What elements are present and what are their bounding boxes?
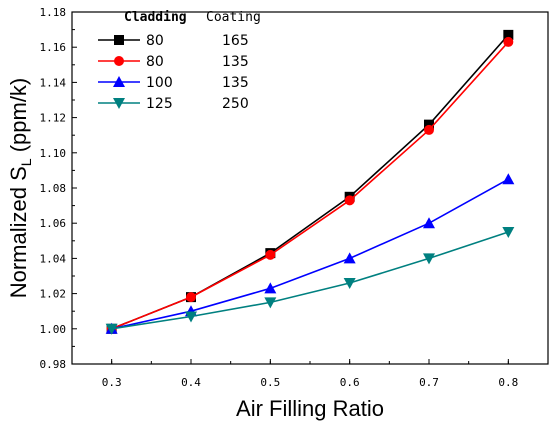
legend-entry-4: 125 250 bbox=[98, 96, 249, 112]
y-tick-label: 1.00 bbox=[40, 323, 67, 336]
data-point bbox=[502, 227, 515, 238]
y-tick-label: 1.14 bbox=[40, 76, 67, 89]
data-point bbox=[423, 253, 435, 265]
y-tick-label: 1.10 bbox=[40, 147, 67, 160]
x-tick-label: 0.5 bbox=[260, 376, 280, 389]
series-line bbox=[111, 41, 509, 330]
y-tick-label: 0.98 bbox=[40, 358, 67, 371]
x-tick-label: 0.3 bbox=[102, 376, 122, 389]
x-tick-label: 0.4 bbox=[181, 376, 201, 389]
data-point bbox=[186, 292, 196, 303]
y-tick-label: 1.08 bbox=[40, 182, 67, 195]
legend: Cladding Coating 80 165 80 135 100 135 125 250 bbox=[98, 10, 261, 112]
legend-swatch-marker bbox=[114, 35, 124, 45]
legend-entry-1: 80 165 bbox=[98, 33, 249, 49]
data-point bbox=[424, 124, 434, 135]
y-tick-label: 1.16 bbox=[40, 41, 67, 54]
data-point bbox=[264, 282, 277, 294]
data-series bbox=[105, 29, 515, 335]
data-point bbox=[265, 249, 276, 260]
y-tick-label: 1.12 bbox=[40, 112, 67, 125]
y-axis-title-subscript: L bbox=[18, 158, 34, 166]
x-tick-label: 0.8 bbox=[498, 376, 518, 389]
plot-frame bbox=[71, 11, 549, 365]
series-3 bbox=[105, 173, 515, 334]
legend-entry-2: 80 135 bbox=[98, 54, 249, 70]
legend-cladding-value: 80 bbox=[146, 33, 164, 49]
data-point bbox=[343, 278, 356, 290]
legend-coating-value: 135 bbox=[222, 54, 249, 70]
x-tick-label: 0.7 bbox=[419, 376, 439, 389]
y-axis-tick-labels: 0.98 1.00 1.02 1.04 1.06 1.08 1.10 1.12 1.14 1.16… bbox=[40, 6, 67, 371]
data-point bbox=[264, 297, 277, 309]
y-tick-label: 1.02 bbox=[40, 288, 67, 301]
legend-cladding-value: 80 bbox=[146, 54, 164, 70]
y-tick-label: 1.04 bbox=[40, 252, 67, 265]
data-point bbox=[344, 195, 355, 206]
data-point bbox=[423, 217, 435, 229]
y-axis-title-unit: (ppm/k) bbox=[6, 78, 31, 159]
legend-coating-value: 250 bbox=[222, 96, 249, 112]
data-point bbox=[503, 36, 514, 47]
series-line bbox=[111, 178, 509, 330]
y-tick-label: 1.06 bbox=[40, 217, 67, 230]
legend-cladding-value: 125 bbox=[146, 96, 173, 112]
legend-swatch-marker bbox=[113, 98, 125, 109]
data-point bbox=[424, 119, 434, 130]
data-point bbox=[343, 252, 356, 264]
x-axis-tick-labels: 0.3 0.4 0.5 0.6 0.7 0.8 bbox=[102, 376, 519, 389]
legend-header-coating: Coating bbox=[206, 10, 261, 25]
y-axis-title: Normalized SL (ppm/k) bbox=[6, 78, 34, 299]
legend-swatch-marker bbox=[114, 56, 124, 66]
axis-ticks bbox=[71, 11, 549, 365]
y-tick-label: 1.18 bbox=[40, 6, 67, 19]
legend-swatch-marker bbox=[113, 76, 125, 87]
series-4 bbox=[105, 227, 515, 335]
x-axis-title: Air Filling Ratio bbox=[236, 396, 384, 421]
data-point bbox=[502, 173, 515, 185]
legend-coating-value: 165 bbox=[222, 33, 249, 49]
data-point bbox=[185, 311, 197, 323]
x-tick-label: 0.6 bbox=[340, 376, 360, 389]
y-axis-title-main: Normalized S bbox=[6, 166, 31, 298]
data-point bbox=[503, 29, 514, 40]
legend-cladding-value: 100 bbox=[146, 75, 173, 91]
series-line bbox=[111, 231, 509, 330]
legend-entry-3: 100 135 bbox=[98, 75, 249, 91]
legend-coating-value: 135 bbox=[222, 75, 249, 91]
legend-header-cladding: Cladding bbox=[124, 10, 187, 25]
data-point bbox=[105, 323, 118, 335]
